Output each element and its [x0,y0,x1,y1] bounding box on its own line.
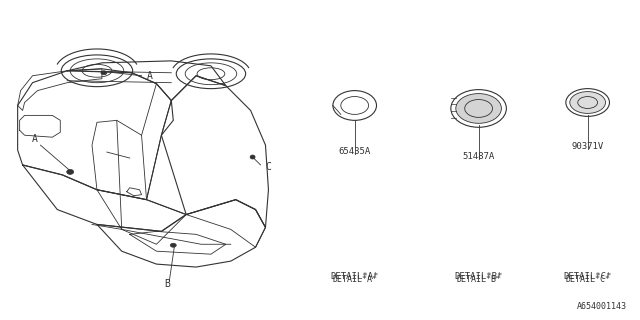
Text: DETAIL*B*: DETAIL*B* [456,275,501,284]
Text: DETAIL*A*: DETAIL*A* [330,272,379,281]
Text: DETAIL*C*: DETAIL*C* [563,272,612,281]
Text: A: A [31,134,37,144]
Ellipse shape [67,169,74,174]
Text: DETAIL*A*: DETAIL*A* [332,275,377,284]
Text: 65435A: 65435A [339,147,371,156]
Ellipse shape [170,243,176,247]
Text: 51487A: 51487A [463,152,495,161]
Ellipse shape [570,92,605,113]
Text: DETAIL*B*: DETAIL*B* [454,272,503,281]
Text: A654001143: A654001143 [577,302,627,311]
Ellipse shape [101,71,107,75]
Ellipse shape [456,93,501,123]
Text: A: A [147,71,152,81]
Text: DETAIL*C*: DETAIL*C* [565,275,610,284]
Text: B: B [164,279,170,289]
Ellipse shape [250,155,255,159]
Text: C: C [266,162,271,172]
Text: 90371V: 90371V [572,142,604,151]
